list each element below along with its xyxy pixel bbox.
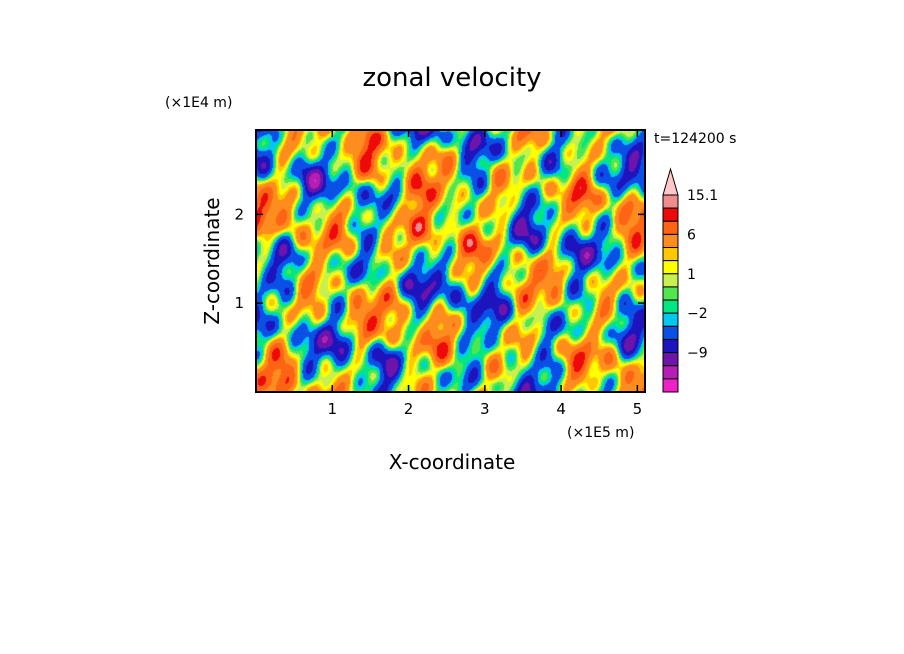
x-tick-label: 3	[480, 400, 490, 418]
colorbar-bin	[662, 299, 679, 314]
colorbar-bin	[662, 273, 679, 288]
y-tick-label: 2	[234, 205, 244, 223]
heatmap-field	[256, 130, 645, 392]
colorbar-bin	[662, 220, 679, 235]
x-tick-label: 2	[404, 400, 414, 418]
x-tick-label: 4	[556, 400, 566, 418]
colorbar-bin	[662, 207, 679, 222]
colorbar-bin	[662, 233, 679, 249]
x-tick-label: 5	[633, 400, 643, 418]
colorbar-label: −2	[687, 306, 708, 322]
y-tick-label: 1	[234, 294, 244, 312]
colorbar-bin	[662, 286, 679, 301]
colorbar-bin	[662, 247, 679, 262]
colorbar-label: 1	[687, 267, 696, 283]
y-axis-ticks: 12	[234, 205, 645, 312]
colorbar-bin	[662, 325, 679, 340]
x-axis-label: X-coordinate	[389, 450, 516, 474]
colorbar-extend-triangle	[662, 167, 679, 196]
colorbar-bin	[662, 260, 679, 275]
plot-frame	[255, 129, 646, 393]
colorbar-bin	[662, 365, 679, 380]
time-label: t=124200 s	[654, 131, 736, 147]
colorbar-label: 6	[687, 227, 696, 243]
x-axis-ticks: 1 2 3 4 5	[328, 130, 643, 418]
colorbar-bin	[662, 312, 679, 327]
colorbar: 15.1 6 1 −2 −9	[662, 167, 718, 393]
colorbar-label: −9	[687, 346, 708, 362]
x-unit-label: (×1E5 m)	[567, 425, 634, 441]
colorbar-bin	[662, 338, 679, 354]
y-axis-label: Z-coordinate	[200, 197, 224, 324]
chart-title: zonal velocity	[362, 63, 541, 93]
y-unit-label: (×1E4 m)	[165, 95, 232, 111]
x-tick-label: 1	[328, 400, 338, 418]
colorbar-bin	[662, 352, 679, 367]
colorbar-bin	[662, 194, 679, 209]
colorbar-bin	[662, 378, 679, 393]
colorbar-label: 15.1	[687, 188, 718, 204]
